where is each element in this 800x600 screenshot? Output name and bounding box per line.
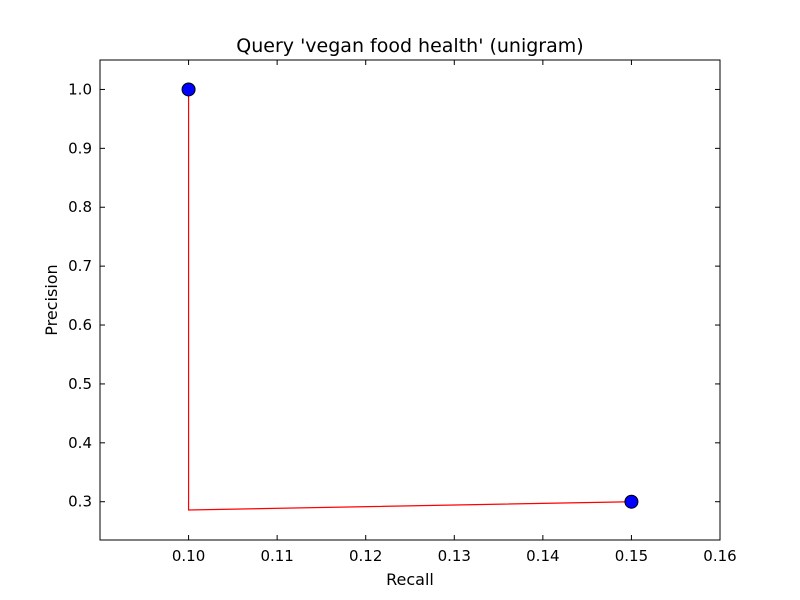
y-tick-label: 0.5 bbox=[68, 375, 92, 393]
y-tick-label: 1.0 bbox=[68, 80, 92, 98]
x-tick-label: 0.16 bbox=[703, 547, 736, 565]
x-axis-label: Recall bbox=[386, 570, 434, 589]
y-tick-label: 0.9 bbox=[68, 139, 92, 157]
y-tick-label: 0.7 bbox=[68, 257, 92, 275]
x-tick-label: 0.11 bbox=[260, 547, 293, 565]
x-tick-label: 0.10 bbox=[172, 547, 205, 565]
x-tick-label: 0.14 bbox=[526, 547, 559, 565]
data-point-marker bbox=[624, 494, 639, 509]
x-tick-label: 0.12 bbox=[349, 547, 382, 565]
plot-area: 0.10 0.11 0.12 0.13 0.14 0.15 0.16 0.3 0.4 0.5 0.6… bbox=[68, 59, 737, 565]
plot-frame bbox=[99, 59, 721, 541]
y-tick-label: 0.8 bbox=[68, 198, 92, 216]
x-tick-label: 0.15 bbox=[615, 547, 648, 565]
precision-recall-line bbox=[187, 89, 632, 511]
y-axis-label: Precision bbox=[42, 264, 61, 335]
y-tick-label: 0.3 bbox=[68, 493, 92, 511]
y-tick-label: 0.4 bbox=[68, 434, 92, 452]
data-point-marker bbox=[181, 82, 196, 97]
chart-title: Query 'vegan food health' (unigram) bbox=[236, 35, 583, 57]
x-tick-label: 0.13 bbox=[438, 547, 471, 565]
y-tick-label: 0.6 bbox=[68, 316, 92, 334]
